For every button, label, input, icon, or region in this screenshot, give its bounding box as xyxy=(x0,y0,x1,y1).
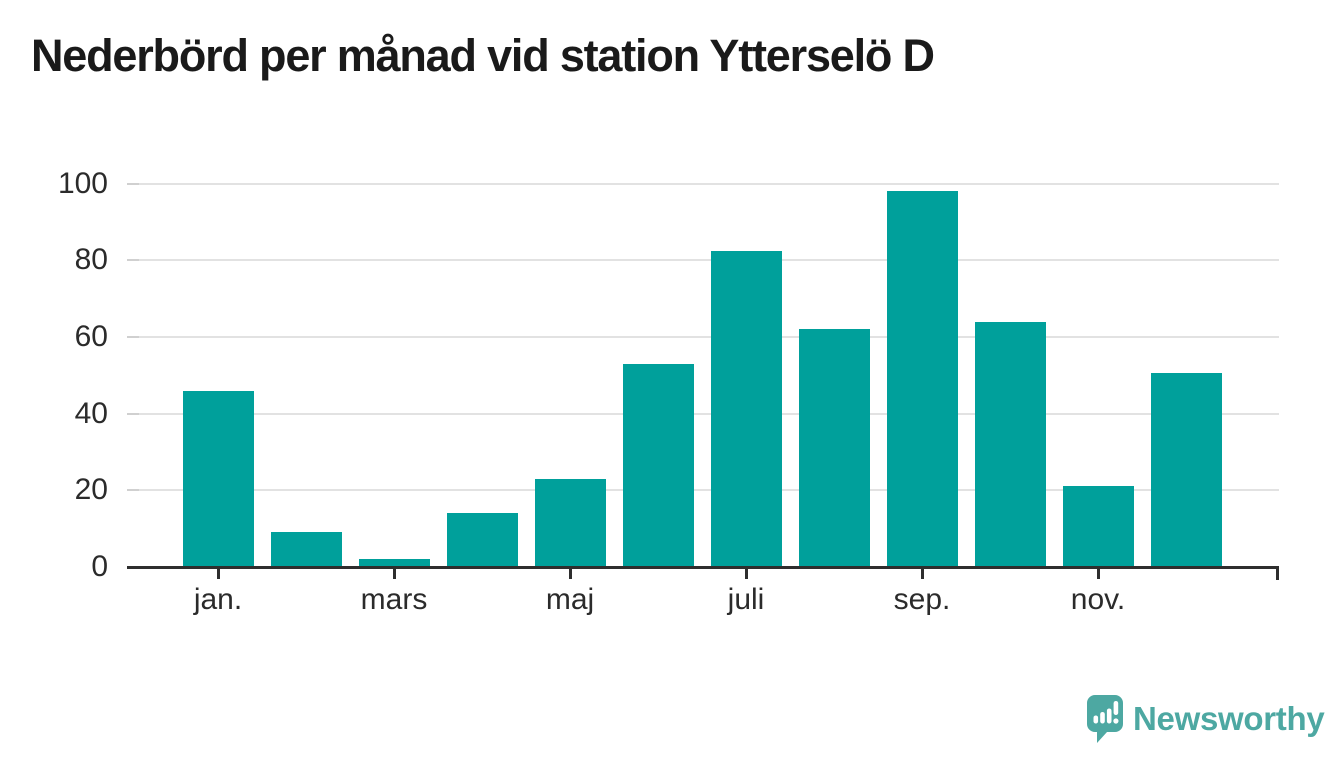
x-axis-label: sep. xyxy=(893,583,951,616)
x-axis-endcap xyxy=(1276,566,1279,580)
x-axis-label: nov. xyxy=(1070,583,1126,616)
x-axis-tick xyxy=(392,569,396,579)
bar-month-6 xyxy=(622,363,694,567)
y-axis-tick xyxy=(127,182,139,185)
x-axis-label: juli xyxy=(727,583,765,616)
bar-month-2 xyxy=(270,532,342,567)
newsworthy-branding[interactable]: Newsworthy xyxy=(1086,695,1325,743)
x-axis-tick xyxy=(744,569,748,579)
y-axis-label: 60 xyxy=(74,319,108,353)
x-axis-tick xyxy=(568,569,572,579)
bar-month-1 xyxy=(182,390,254,567)
y-axis-label: 20 xyxy=(74,473,108,507)
x-axis-line xyxy=(127,566,1279,569)
bar-month-8 xyxy=(798,329,870,567)
chart-title: Nederbörd per månad vid station Yttersel… xyxy=(31,30,935,81)
x-axis-label: jan. xyxy=(193,583,243,616)
bar-month-9 xyxy=(886,191,958,567)
bar-month-3 xyxy=(358,559,430,567)
newsworthy-logo-icon xyxy=(1087,695,1123,743)
y-axis-tick xyxy=(127,335,139,338)
newsworthy-wordmark: Newsworthy xyxy=(1133,700,1325,737)
gridline-y-40 xyxy=(139,412,1279,415)
bar-month-11 xyxy=(1062,486,1134,567)
y-axis-label: 100 xyxy=(57,166,108,200)
gridline-y-20 xyxy=(139,489,1279,492)
x-axis-tick xyxy=(216,569,220,579)
bar-month-12 xyxy=(1150,373,1222,567)
bar-month-4 xyxy=(446,513,518,567)
gridline-y-100 xyxy=(139,182,1279,185)
x-axis-label: mars xyxy=(360,583,428,616)
bar-month-10 xyxy=(974,321,1046,567)
gridline-y-60 xyxy=(139,335,1279,338)
x-axis-tick xyxy=(1096,569,1100,579)
bar-month-5 xyxy=(534,478,606,567)
gridline-y-80 xyxy=(139,259,1279,262)
y-axis-tick xyxy=(127,259,139,262)
y-axis-label: 0 xyxy=(91,550,108,583)
y-axis-tick xyxy=(127,489,139,492)
y-axis-label: 80 xyxy=(74,243,108,277)
y-axis-tick xyxy=(127,412,139,415)
bar-month-7 xyxy=(710,250,782,567)
x-axis-tick xyxy=(920,569,924,579)
y-axis-label: 40 xyxy=(74,396,108,430)
x-axis-label: maj xyxy=(545,583,595,616)
